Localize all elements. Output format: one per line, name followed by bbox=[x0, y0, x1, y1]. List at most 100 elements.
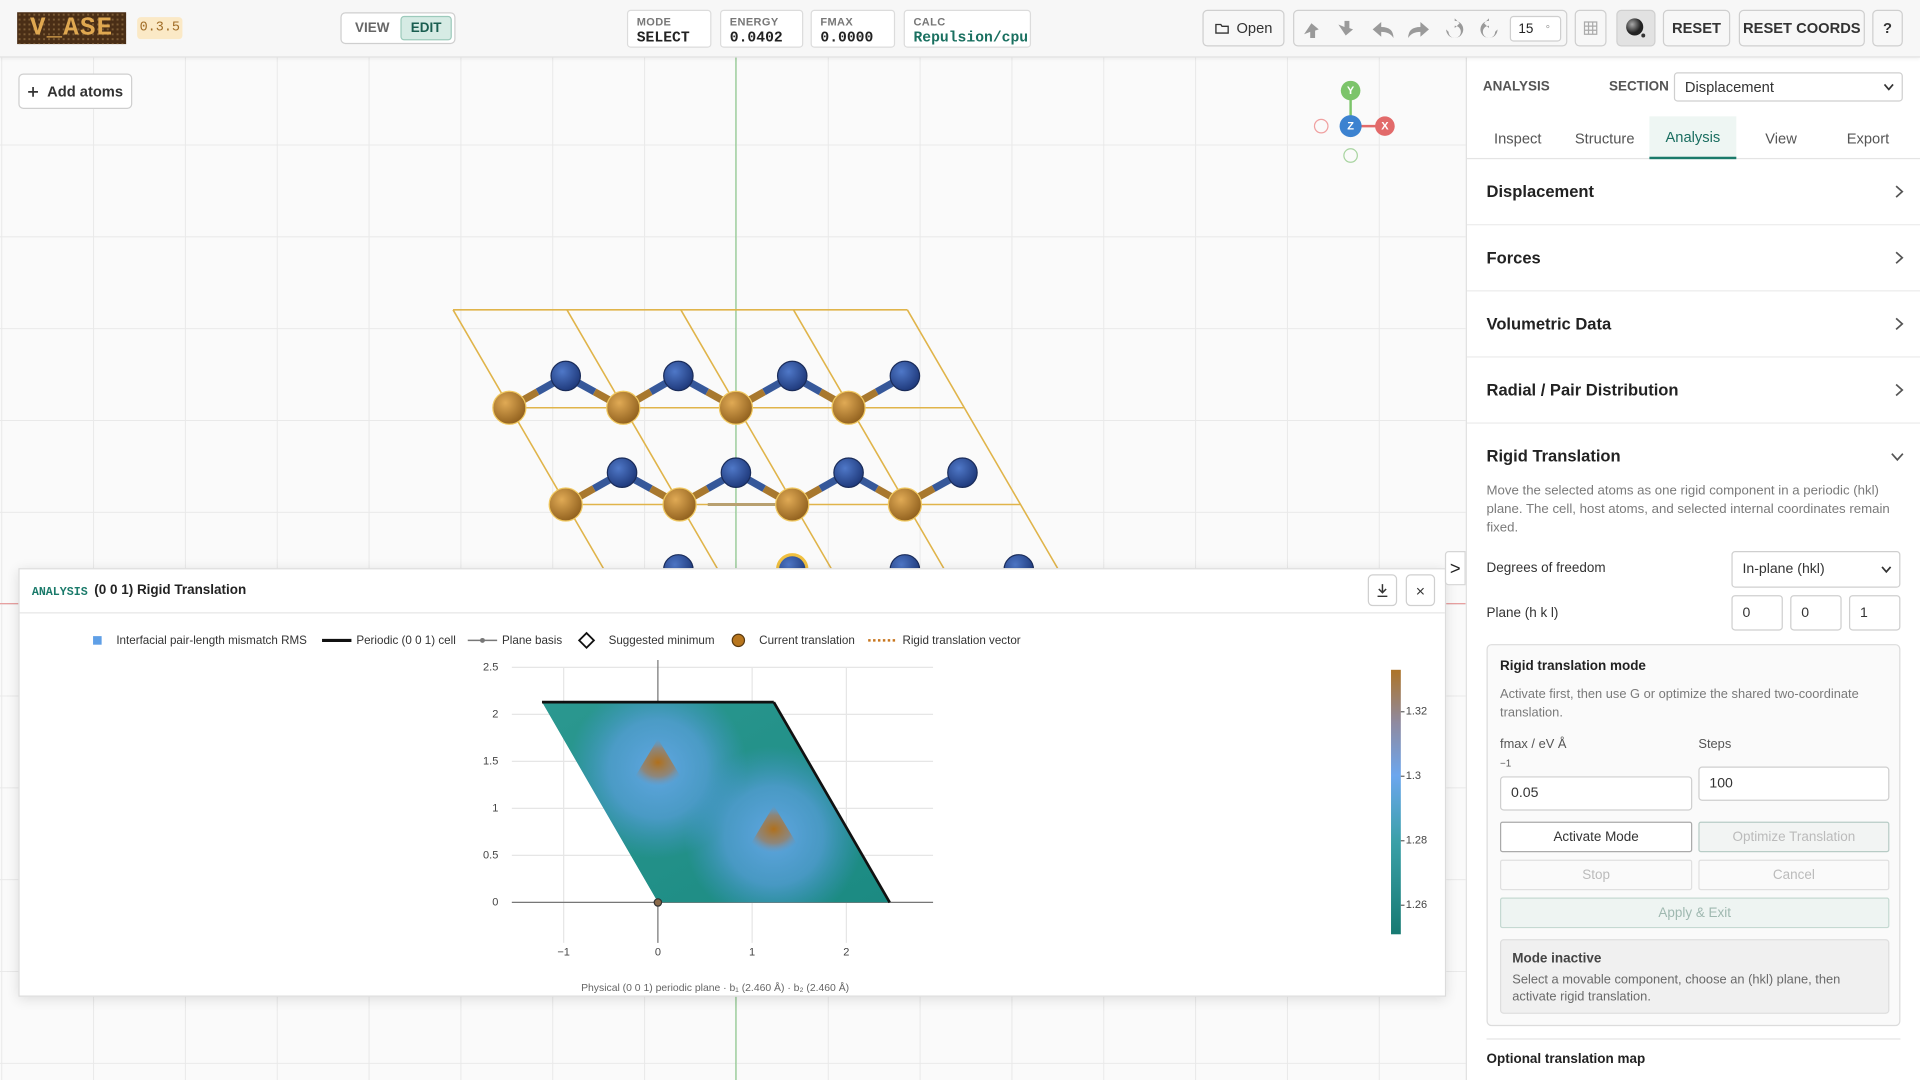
close-button[interactable]: × bbox=[1405, 574, 1436, 607]
legend-label: Interfacial pair-length mismatch RMS bbox=[116, 634, 307, 647]
legend-swatch bbox=[480, 637, 485, 643]
view-button[interactable]: VIEW bbox=[345, 16, 399, 40]
accordion-item[interactable]: Radial / Pair Distribution bbox=[1466, 358, 1920, 424]
tab[interactable]: Structure bbox=[1574, 129, 1635, 147]
sidebar-header: ANALYSIS bbox=[1482, 79, 1550, 95]
add-atoms-button[interactable]: Add atoms bbox=[18, 73, 133, 109]
dof-value: In-plane (hkl) bbox=[1742, 562, 1825, 577]
mode-text: Activate first, then use G or optimize t… bbox=[1500, 686, 1859, 720]
logo[interactable]: V_ASE bbox=[17, 12, 127, 45]
accordion-title: Rigid Translation bbox=[1486, 446, 1621, 466]
legend-label: Suggested minimum bbox=[609, 634, 715, 647]
section-label: SECTION bbox=[1608, 79, 1669, 95]
help-button[interactable]: ? bbox=[1872, 9, 1903, 47]
status-calc: CALC Repulsion/cpu bbox=[903, 9, 1032, 48]
analysis-panel: ANALYSIS (0 0 1) Rigid Translation × Int… bbox=[18, 568, 1447, 997]
plane-k-input[interactable]: 0 bbox=[1790, 595, 1842, 631]
status-label: ENERGY bbox=[729, 15, 779, 29]
tab[interactable]: Inspect bbox=[1494, 129, 1542, 147]
activate-mode-button[interactable]: Activate Mode bbox=[1500, 821, 1693, 853]
move-up-icon[interactable] bbox=[1304, 23, 1319, 38]
gizmo-z[interactable] bbox=[1339, 115, 1362, 138]
gizmo-y[interactable] bbox=[1340, 80, 1361, 101]
add-atoms-label: Add atoms bbox=[47, 82, 124, 100]
apply-label: Apply & Exit bbox=[1658, 905, 1732, 921]
separator bbox=[1486, 1038, 1901, 1040]
transform-tools: 15 ° bbox=[1293, 9, 1568, 47]
cell-edge bbox=[566, 309, 719, 570]
panel-title: (0 0 1) Rigid Translation bbox=[94, 582, 247, 598]
fmax-input[interactable]: 0.05 bbox=[1500, 776, 1693, 811]
legend-label: Plane basis bbox=[502, 634, 562, 647]
atom-gold bbox=[606, 390, 641, 425]
atom-gold bbox=[718, 390, 754, 425]
spin-cw-icon[interactable] bbox=[1480, 18, 1498, 38]
y-tick-label: 1 bbox=[492, 802, 498, 814]
atom-blue bbox=[947, 457, 978, 488]
plane-k: 0 bbox=[1801, 605, 1810, 621]
section-select[interactable]: Displacement bbox=[1673, 72, 1903, 102]
edit-button[interactable]: EDIT bbox=[400, 15, 452, 41]
rotate-right-icon[interactable] bbox=[1408, 22, 1429, 38]
cell-edge bbox=[452, 309, 605, 570]
plane-l: 1 bbox=[1860, 605, 1868, 621]
step-input[interactable]: 15 ° bbox=[1509, 15, 1562, 42]
download-button[interactable] bbox=[1367, 574, 1398, 607]
plane-h-input[interactable]: 0 bbox=[1731, 595, 1783, 631]
colorbar bbox=[1391, 669, 1401, 935]
accordion-item[interactable]: Displacement bbox=[1466, 159, 1920, 226]
chevron-down bbox=[1891, 453, 1904, 462]
collapse-sidebar-button[interactable]: > bbox=[1444, 551, 1466, 586]
plot-area: −1 0 1 2 0 0.5 1 1.5 2 2.5 1.26 1.28 1.3 1.32 Physical… bbox=[483, 660, 1427, 994]
dof-select[interactable]: In-plane (hkl) bbox=[1731, 551, 1901, 588]
edit-label: EDIT bbox=[410, 20, 442, 36]
gizmo-x-label: X bbox=[1381, 121, 1389, 133]
view-label: VIEW bbox=[355, 20, 390, 36]
cell-edge bbox=[906, 309, 1059, 570]
gizmo-x[interactable] bbox=[1375, 116, 1395, 136]
move-down-icon[interactable] bbox=[1338, 20, 1354, 36]
colorbar-tick-label: 1.32 bbox=[1406, 706, 1427, 718]
tabs: Inspect Structure Analysis View Export bbox=[1466, 116, 1920, 160]
rotate-left-icon[interactable] bbox=[1372, 22, 1394, 38]
status-value: Repulsion/cpu bbox=[913, 29, 1029, 47]
panel-header: ANALYSIS (0 0 1) Rigid Translation × bbox=[19, 569, 1445, 614]
accordion-item-open[interactable]: Rigid Translation bbox=[1467, 424, 1920, 490]
plane-l-input[interactable]: 1 bbox=[1848, 595, 1901, 631]
step-value: 15 bbox=[1518, 21, 1534, 37]
heatmap-peak bbox=[745, 805, 803, 853]
status-label: MODE bbox=[636, 15, 672, 29]
render-style-button[interactable] bbox=[1616, 9, 1656, 47]
atom-gold bbox=[887, 487, 923, 522]
steps-input[interactable]: 100 bbox=[1698, 766, 1890, 801]
chart-caption: Physical (0 0 1) periodic plane · b₁ (2.… bbox=[581, 981, 849, 994]
colorbar-tick-label: 1.28 bbox=[1406, 835, 1427, 847]
close-icon: × bbox=[1415, 581, 1426, 600]
atom-gold bbox=[492, 390, 527, 425]
grid-toggle[interactable] bbox=[1574, 9, 1607, 47]
accordion-item[interactable]: Volumetric Data bbox=[1466, 291, 1920, 358]
reset-coords-button[interactable]: RESET COORDS bbox=[1738, 9, 1865, 47]
open-button[interactable]: Open bbox=[1202, 9, 1285, 47]
tab-active[interactable]: Analysis bbox=[1649, 116, 1737, 160]
x-tick-label: 1 bbox=[749, 947, 755, 959]
tab[interactable]: Export bbox=[1846, 129, 1890, 147]
tab[interactable]: View bbox=[1765, 129, 1797, 147]
status-label: FMAX bbox=[820, 15, 854, 29]
current-translation bbox=[653, 898, 663, 907]
open-label: Open bbox=[1236, 19, 1273, 37]
atom-blue bbox=[550, 360, 582, 392]
gizmo-neg-y bbox=[1343, 148, 1358, 163]
dof-label: Degrees of freedom bbox=[1486, 560, 1606, 576]
accordion-item[interactable]: Forces bbox=[1466, 225, 1920, 292]
plus-icon bbox=[28, 86, 39, 97]
reset-button[interactable]: RESET bbox=[1662, 9, 1731, 47]
atom-blue bbox=[889, 360, 921, 392]
colorbar-tick-label: 1.26 bbox=[1406, 899, 1427, 911]
reset-label: RESET bbox=[1672, 19, 1722, 37]
atom-blue bbox=[833, 457, 864, 488]
steps-value: 100 bbox=[1709, 776, 1733, 792]
mode-toggle: VIEW EDIT bbox=[340, 12, 456, 45]
top-bar: V_ASE 0.3.5 VIEW EDIT MODE SELECT ENERGY 0… bbox=[0, 0, 1920, 58]
spin-ccw-icon[interactable] bbox=[1446, 18, 1464, 38]
